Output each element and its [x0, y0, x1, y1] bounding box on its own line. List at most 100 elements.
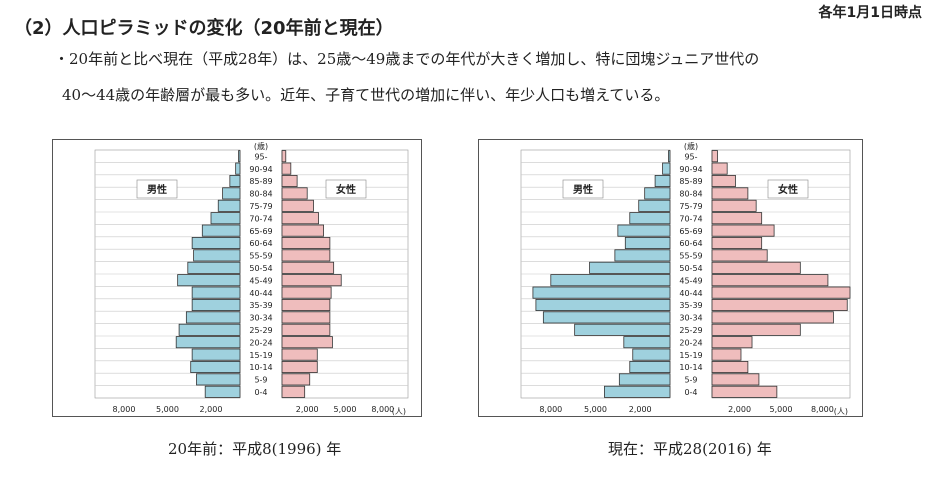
male-bar-85-89 — [654, 175, 671, 188]
female-bar-60-64 — [711, 237, 763, 250]
female-bar-30-34 — [281, 311, 331, 324]
female-bar-40-44 — [711, 286, 851, 299]
age-label-0-4: 0-4 — [684, 388, 697, 397]
male-bar-55-59 — [193, 249, 241, 262]
male-bar-30-34 — [185, 311, 241, 324]
male-bar-90-94 — [662, 162, 671, 175]
male-bar-35-39 — [191, 298, 241, 311]
female-bar-0-4 — [281, 385, 306, 398]
male-bar-25-29 — [178, 323, 241, 336]
age-label-40-44: 40-44 — [249, 289, 272, 298]
male-bar-60-64 — [624, 237, 671, 250]
female-bar-60-64 — [281, 237, 331, 250]
summary-line-2: 40〜44歳の年齢層が最も多い。近年、子育て世代の増加に伴い、年少人口も増えてい… — [62, 86, 670, 104]
male-bar-70-74 — [210, 212, 241, 225]
male-bar-35-39 — [535, 298, 671, 311]
x-tick-left: 2,000 — [200, 405, 223, 414]
male-bar-15-19 — [632, 348, 671, 361]
male-bar-80-84 — [644, 187, 671, 200]
x-tick-left: 5,000 — [156, 405, 179, 414]
female-bar-10-14 — [281, 360, 318, 373]
female-bar-70-74 — [281, 212, 319, 225]
age-unit-label: (歳) — [254, 141, 268, 151]
female-bar-75-79 — [711, 199, 757, 212]
age-label-45-49: 45-49 — [249, 276, 272, 285]
female-bar-35-39 — [281, 298, 331, 311]
age-label-10-14: 10-14 — [249, 363, 272, 372]
x-tick-left: 5,000 — [584, 405, 607, 414]
age-label-70-74: 70-74 — [679, 214, 702, 223]
female-bar-50-54 — [711, 261, 801, 274]
male-bar-10-14 — [190, 360, 241, 373]
female-bar-95- — [711, 150, 718, 163]
male-bar-5-9 — [196, 373, 241, 386]
female-bar-40-44 — [281, 286, 332, 299]
male-bar-45-49 — [550, 274, 671, 287]
female-bar-10-14 — [711, 360, 749, 373]
female-bar-15-19 — [281, 348, 318, 361]
age-label-65-69: 65-69 — [249, 227, 272, 236]
female-bar-65-69 — [281, 224, 324, 237]
female-label-box — [767, 179, 809, 199]
male-bar-75-79 — [638, 199, 671, 212]
female-bar-15-19 — [711, 348, 742, 361]
x-tick-left: 8,000 — [539, 405, 562, 414]
male-bar-15-19 — [191, 348, 241, 361]
age-label-30-34: 30-34 — [679, 314, 702, 323]
age-label-0-4: 0-4 — [254, 388, 267, 397]
male-bar-0-4 — [204, 385, 241, 398]
female-bar-20-24 — [711, 336, 753, 349]
male-bar-40-44 — [191, 286, 241, 299]
x-tick-right: 5,000 — [770, 405, 793, 414]
age-label-45-49: 45-49 — [679, 276, 702, 285]
x-tick-right: 5,000 — [334, 405, 357, 414]
age-label-65-69: 65-69 — [679, 227, 702, 236]
male-bar-0-4 — [604, 385, 671, 398]
female-bar-95- — [281, 150, 287, 163]
caption-2016: 現在：平成28(2016) 年 — [608, 440, 772, 458]
age-label-80-84: 80-84 — [679, 190, 702, 199]
age-label-75-79: 75-79 — [679, 202, 702, 211]
age-label-20-24: 20-24 — [249, 338, 272, 347]
male-bar-60-64 — [191, 237, 241, 250]
x-tick-left: 8,000 — [113, 405, 136, 414]
female-bar-25-29 — [711, 323, 801, 336]
age-label-50-54: 50-54 — [679, 264, 702, 273]
age-label-60-64: 60-64 — [249, 239, 272, 248]
date-note: 各年1月1日時点 — [818, 5, 922, 21]
x-tick-right: 8,000 — [371, 405, 394, 414]
summary-line-1: ・20年前と比べ現在（平成28年）は、25歳〜49歳までの年代が大きく増加し、特… — [54, 50, 760, 68]
male-bar-65-69 — [201, 224, 241, 237]
age-label-5-9: 5-9 — [254, 376, 267, 385]
male-bar-50-54 — [589, 261, 671, 274]
female-bar-75-79 — [281, 199, 314, 212]
female-bar-25-29 — [281, 323, 331, 336]
male-label-box — [562, 179, 604, 199]
male-bar-90-94 — [235, 162, 241, 175]
age-label-15-19: 15-19 — [679, 351, 702, 360]
age-label-10-14: 10-14 — [679, 363, 702, 372]
male-bar-55-59 — [614, 249, 671, 262]
female-bar-85-89 — [281, 175, 298, 188]
female-label: 女性 — [336, 183, 356, 196]
male-bar-45-49 — [177, 274, 241, 287]
female-bar-20-24 — [281, 336, 333, 349]
male-label-box — [136, 179, 178, 199]
female-bar-0-4 — [711, 385, 778, 398]
male-label: 男性 — [573, 183, 593, 196]
male-bar-95- — [238, 150, 241, 163]
x-tick-right: 2,000 — [296, 405, 319, 414]
female-bar-70-74 — [711, 212, 763, 225]
male-bar-25-29 — [574, 323, 671, 336]
x-tick-right: 8,000 — [811, 405, 834, 414]
female-bar-80-84 — [711, 187, 749, 200]
age-label-5-9: 5-9 — [684, 376, 697, 385]
female-bar-90-94 — [281, 162, 292, 175]
male-bar-65-69 — [617, 224, 671, 237]
female-bar-90-94 — [711, 162, 728, 175]
pyramid-svg-1996: (歳)95- 90-94 85-89 80-84 75-79 70-74 65-69 60-6… — [94, 141, 409, 416]
age-label-80-84: 80-84 — [249, 190, 272, 199]
pyramid-chart-2016: (歳) 95- 90-94 85-89 80-84 75-79 70-74 65-69 60-6… — [478, 139, 863, 417]
x-tick-left: 2,000 — [629, 405, 652, 414]
pyramid-svg-2016: (歳)95- 90-94 85-89 80-84 75-79 70-74 65-69 60-6… — [520, 141, 851, 416]
